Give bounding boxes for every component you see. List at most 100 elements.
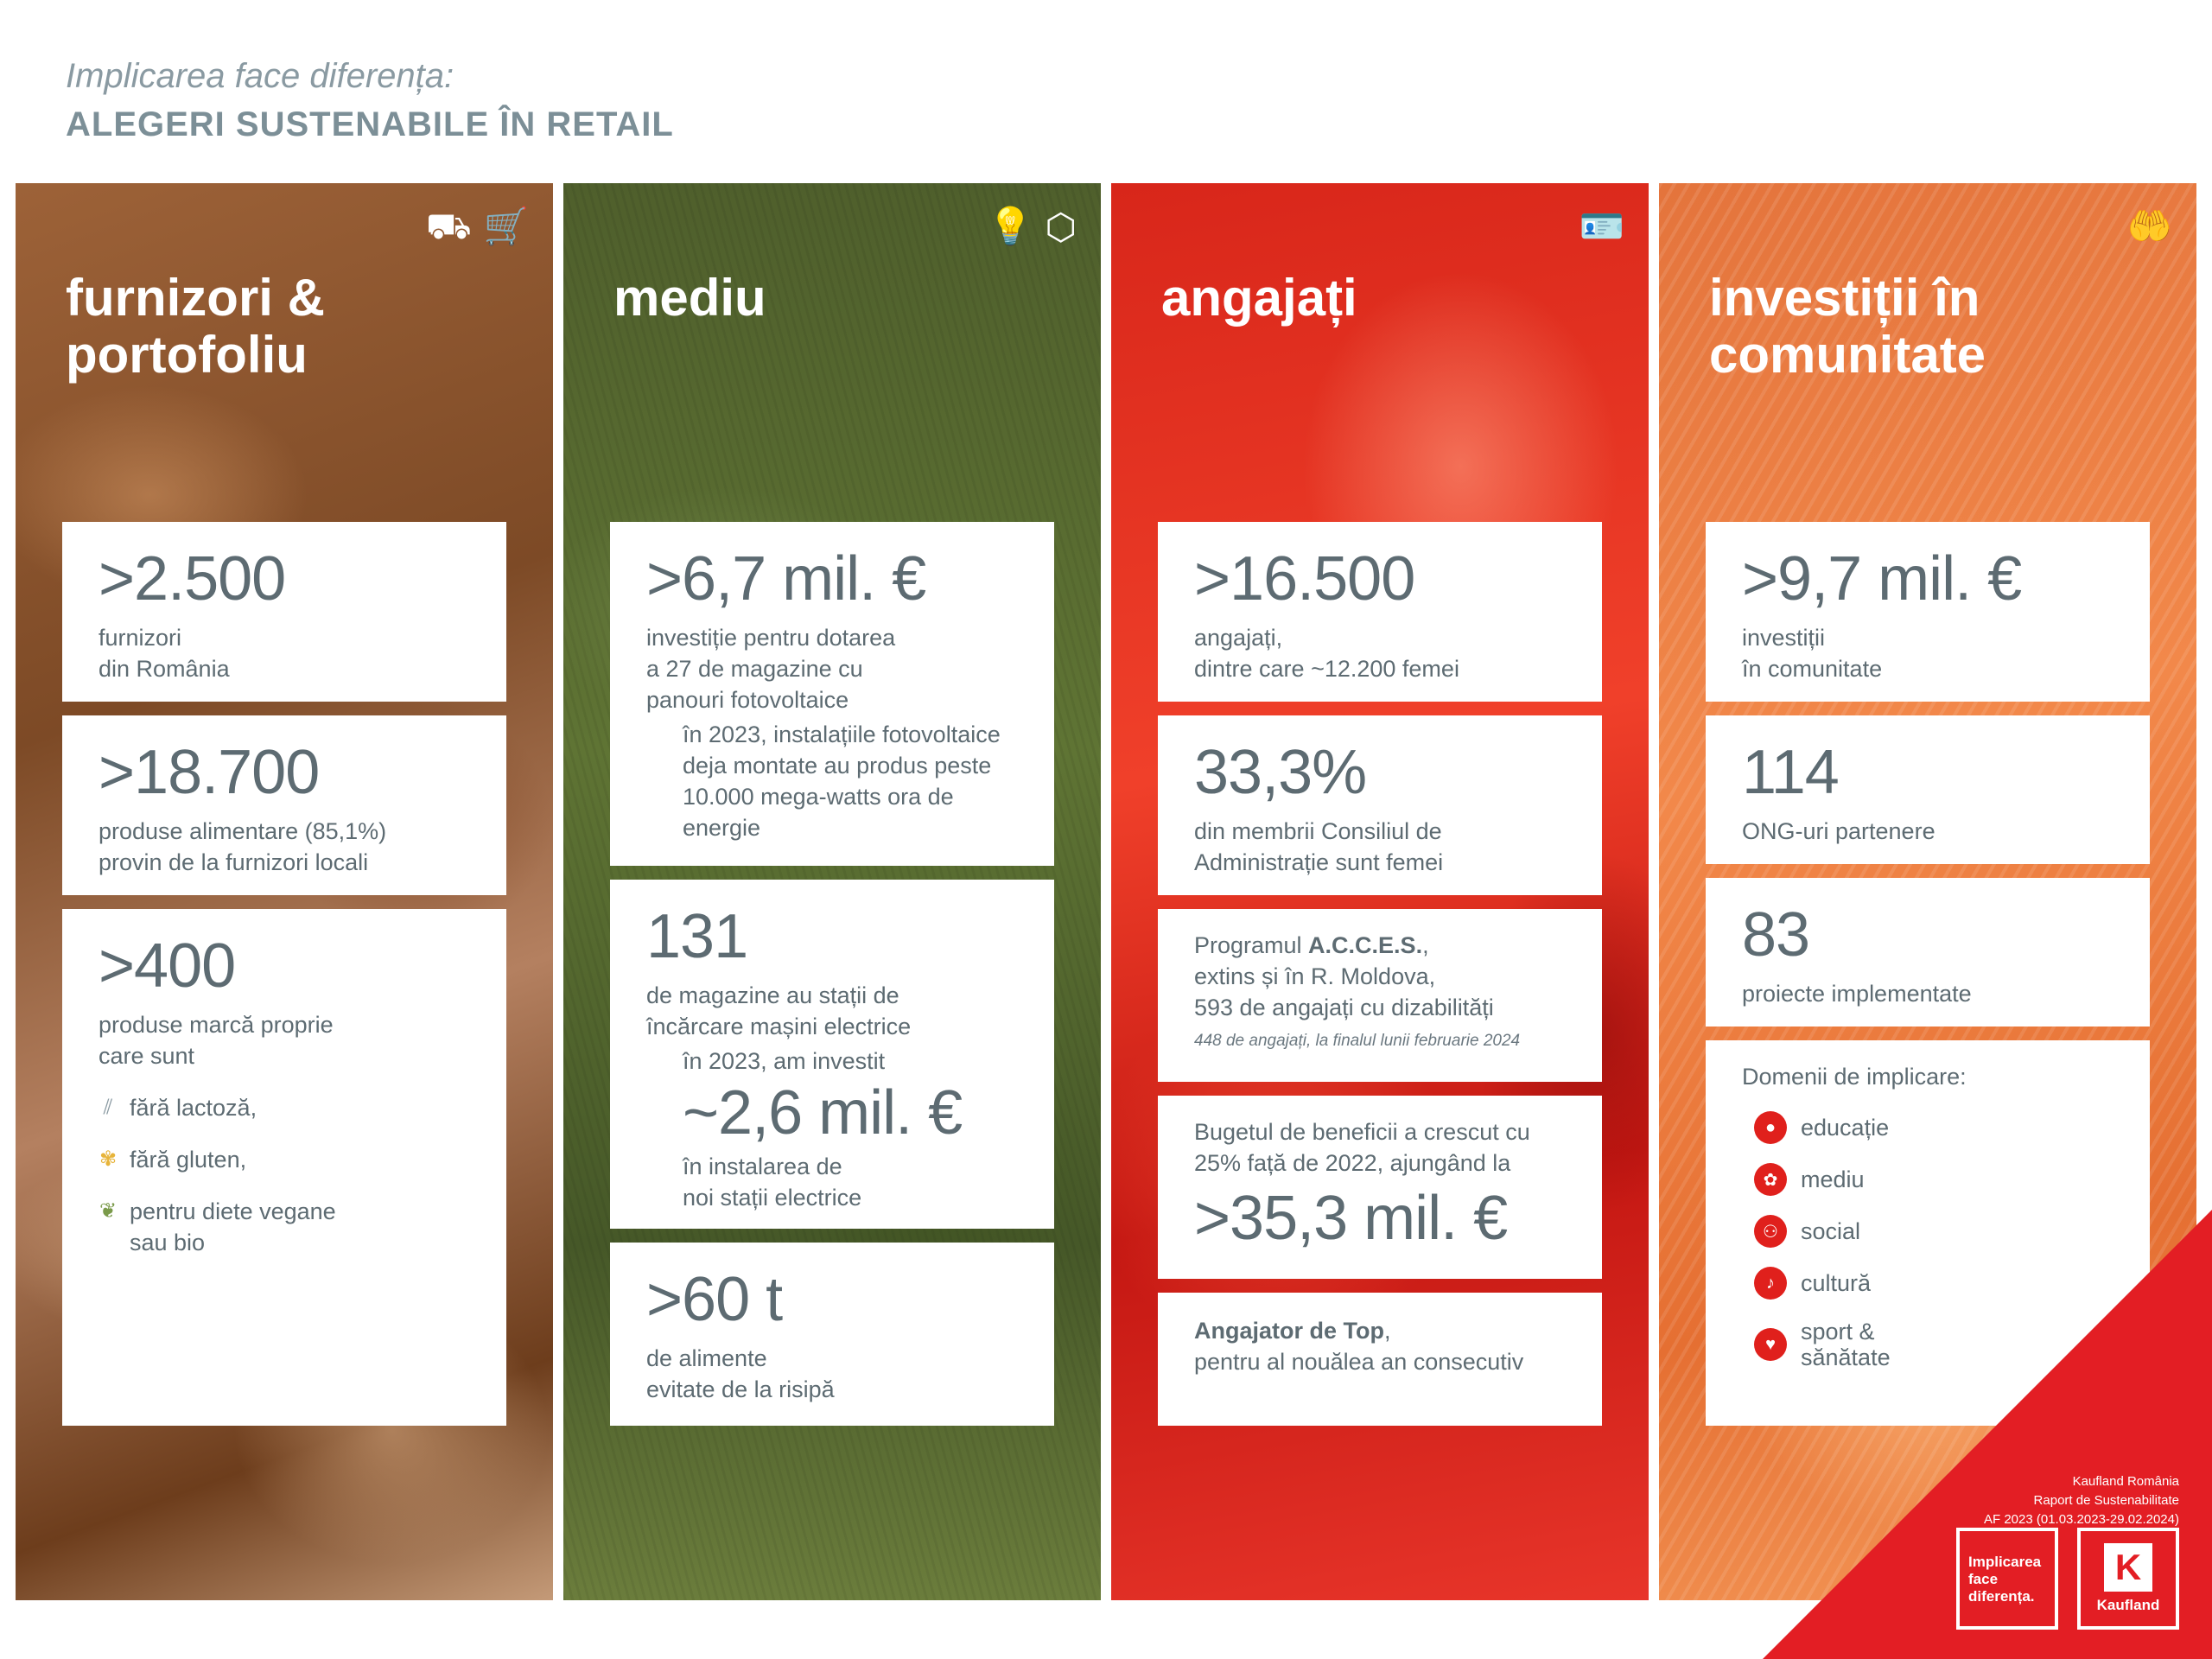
program-name: A.C.C.E.S. — [1308, 932, 1423, 958]
domain-item: ⚇ social — [1754, 1215, 2113, 1248]
slogan-line: face — [1968, 1571, 1999, 1587]
stat-label: panouri fotovoltaice — [646, 687, 849, 713]
id-card-icon: 🪪 — [1579, 206, 1624, 246]
list-item: ❦ pentru diete vegane sau bio — [99, 1196, 470, 1258]
stat-label: de alimente — [646, 1345, 767, 1371]
column-title: angajați — [1161, 269, 1357, 327]
stat-card: Angajator de Top, pentru al nouălea an c… — [1158, 1293, 1602, 1426]
stat-card: >18.700 produse alimentare (85,1%) provi… — [62, 715, 506, 895]
column-title: investiții în comunitate — [1709, 270, 1986, 384]
column-icons: 💡 ⬡ — [988, 206, 1077, 248]
plant-icon: ✿ — [1754, 1163, 1787, 1196]
domains-heading: Domenii de implicare: — [1742, 1064, 1967, 1090]
people-icon: ⚇ — [1754, 1215, 1787, 1248]
report-info: Kaufland România Raport de Sustenabilita… — [1984, 1472, 2179, 1529]
page-subtitle: Implicarea face diferența: — [66, 57, 454, 95]
stat-label: investiții — [1742, 625, 1826, 651]
report-info-line: Raport de Sustenabilitate — [2033, 1493, 2179, 1508]
stat-label: care sunt — [99, 1043, 195, 1069]
award-name: Angajator de Top — [1194, 1318, 1384, 1344]
stat-label: încărcare mașini electrice — [646, 1014, 912, 1039]
stat-label: furnizori — [99, 625, 182, 651]
stat-value: >400 — [99, 931, 236, 1001]
stat-value: 83 — [1742, 900, 1810, 969]
stat-label: produse alimentare (85,1%) — [99, 818, 387, 844]
column-icons: 🤲 — [2127, 206, 2172, 248]
stat-label: dintre care ~12.200 femei — [1194, 656, 1459, 682]
bulb-icon: 💡 — [988, 206, 1033, 246]
list-item-line: pentru diete vegane — [130, 1198, 336, 1224]
domain-label: social — [1801, 1218, 1861, 1244]
domain-item: ♥ sport & sănătate — [1754, 1319, 2113, 1370]
wheat-icon: ✾ — [99, 1147, 118, 1171]
list-item: ⫽ fără lactoză, — [99, 1092, 470, 1123]
domain-label: educație — [1801, 1115, 1890, 1141]
slogan-line: diferența. — [1968, 1588, 2035, 1605]
stat-value: 131 — [646, 902, 748, 971]
domain-item: ♪ cultură — [1754, 1267, 2113, 1300]
list-item-line: sau bio — [130, 1230, 206, 1255]
heart-icon: ♥ — [1754, 1328, 1787, 1361]
column-title-line: portofoliu — [66, 326, 308, 384]
stat-card: >400 produse marcă proprie care sunt ⫽ f… — [62, 909, 506, 1426]
stat-card: Programul A.C.C.E.S., extins și în R. Mo… — [1158, 909, 1602, 1082]
list-item-label: pentru diete vegane sau bio — [130, 1196, 336, 1258]
column-suppliers: ⛟ 🛒 furnizori & portofoliu >2.500 furniz… — [16, 183, 553, 1600]
stat-card: 131 de magazine au stații de încărcare m… — [610, 880, 1054, 1229]
stat-label: din membrii Consiliul de — [1194, 818, 1442, 844]
stat-note: deja montate au produs peste — [683, 753, 992, 779]
stat-label: 25% față de 2022, ajungând la — [1194, 1150, 1511, 1176]
stat-card: >2.500 furnizori din România — [62, 522, 506, 702]
stat-label: din România — [99, 656, 230, 682]
column-environment: 💡 ⬡ mediu >6,7 mil. € investiție pentru … — [563, 183, 1101, 1600]
stat-label: ONG-uri partenere — [1742, 818, 1936, 844]
page-title: ALEGERI SUSTENABILE ÎN RETAIL — [66, 105, 674, 143]
column-icons: 🪪 — [1580, 206, 1624, 248]
column-icons: ⛟ 🛒 — [426, 206, 529, 252]
stat-value: 114 — [1742, 738, 1840, 807]
stat-label: Programul A.C.C.E.S., — [1194, 930, 1566, 961]
domain-item: ✿ mediu — [1754, 1163, 2113, 1196]
column-employees: 🪪 angajați >16.500 angajați, dintre care… — [1111, 183, 1649, 1600]
stat-label: în comunitate — [1742, 656, 1883, 682]
stat-label-part: , — [1384, 1318, 1391, 1344]
stat-card: >6,7 mil. € investiție pentru dotarea a … — [610, 522, 1054, 866]
guitar-icon: ♪ — [1754, 1267, 1787, 1300]
stat-note: în 2023, am investit — [683, 1048, 886, 1074]
stat-value: 33,3% — [1194, 738, 1367, 807]
slogan-line: Implicarea — [1968, 1554, 2042, 1570]
stat-label: proiecte implementate — [1742, 981, 1972, 1007]
stat-value: ~2,6 mil. € — [683, 1078, 963, 1147]
kaufland-name: Kaufland — [2096, 1597, 2160, 1613]
column-title: mediu — [613, 269, 766, 327]
stat-label: 593 de angajați cu dizabilități — [1194, 995, 1494, 1020]
stat-note: în 2023, instalațiile fotovoltaice — [683, 721, 1001, 747]
stat-label: de magazine au stații de — [646, 982, 899, 1008]
stat-value: >6,7 mil. € — [646, 544, 926, 613]
stat-note: energie — [683, 815, 761, 841]
education-icon: ● — [1754, 1111, 1787, 1144]
stat-card: >60 t de alimente evitate de la risipă — [610, 1243, 1054, 1426]
report-info-line: Kaufland România — [2072, 1474, 2179, 1489]
stat-card: >9,7 mil. € investiții în comunitate — [1706, 522, 2150, 702]
stat-note: în instalarea de — [683, 1154, 842, 1179]
column-title-line: investiții în — [1709, 269, 1980, 327]
list-item-label: fără lactoză, — [130, 1095, 257, 1121]
stat-label: extins și în R. Moldova, — [1194, 963, 1436, 989]
stat-label: provin de la furnizori locali — [99, 849, 369, 875]
slogan-logo: Implicarea face diferența. — [1956, 1528, 2058, 1630]
stat-label: pentru al nouălea an consecutiv — [1194, 1349, 1524, 1375]
stat-label: evitate de la risipă — [646, 1376, 835, 1402]
stat-label: Bugetul de beneficii a crescut cu — [1194, 1119, 1530, 1145]
stat-note: noi stații electrice — [683, 1185, 862, 1211]
hand-person-icon: 🤲 — [2126, 206, 2172, 246]
stat-value: >35,3 mil. € — [1194, 1184, 1508, 1253]
stat-card: >16.500 angajați, dintre care ~12.200 fe… — [1158, 522, 1602, 702]
stat-card: 33,3% din membrii Consiliul de Administr… — [1158, 715, 1602, 895]
stat-label: Administrație sunt femei — [1194, 849, 1444, 875]
stat-card: 114 ONG-uri partenere — [1706, 715, 2150, 864]
list-item-label: fără gluten, — [130, 1147, 247, 1173]
stat-label: Angajator de Top, — [1194, 1315, 1566, 1346]
stat-value: >60 t — [646, 1265, 783, 1334]
leaf-icon: ❦ — [99, 1199, 118, 1223]
